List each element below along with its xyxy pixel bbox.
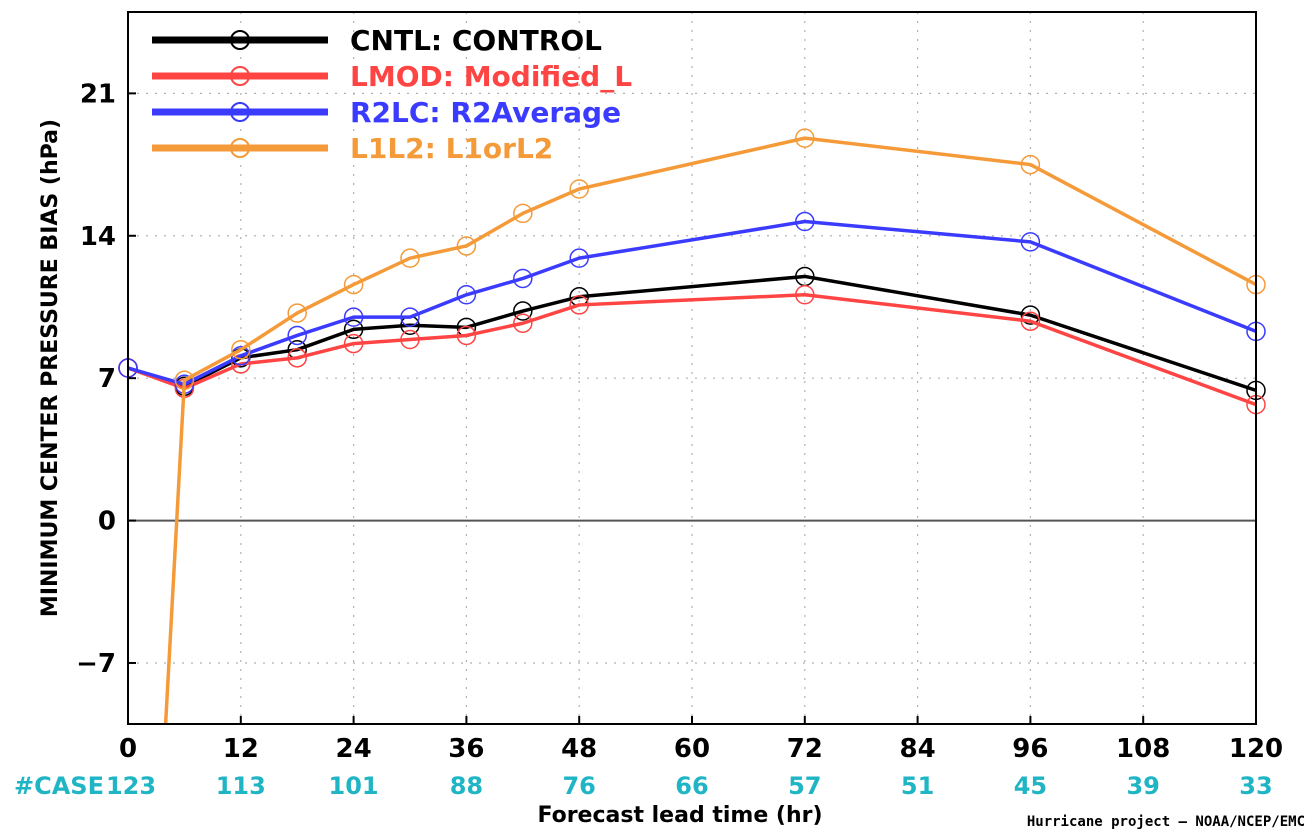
data-point xyxy=(174,370,195,390)
data-point xyxy=(287,348,307,368)
series-0 xyxy=(118,266,1266,401)
x-tick-label: 12 xyxy=(223,734,259,764)
legend-item: LMOD: Modified_L xyxy=(152,60,632,93)
y-tick-label: 21 xyxy=(80,79,116,109)
case-count: 57 xyxy=(788,772,821,800)
legend-label: CNTL: CONTROL xyxy=(350,24,602,57)
data-point xyxy=(343,333,364,354)
x-tick-label: 72 xyxy=(787,734,823,764)
data-point xyxy=(400,307,420,327)
series-line xyxy=(163,136,1257,725)
x-tick-label: 108 xyxy=(1116,734,1170,764)
credit-text: Hurricane project — NOAA/NCEP/EMC xyxy=(1027,814,1305,830)
legend-marker xyxy=(230,138,250,158)
data-point xyxy=(456,285,477,305)
data-point xyxy=(1020,311,1041,331)
legend-label: R2LC: R2Average xyxy=(350,96,621,129)
case-count: 88 xyxy=(450,772,483,800)
x-tick-label: 60 xyxy=(674,734,710,764)
case-count: 101 xyxy=(329,772,379,800)
data-point xyxy=(569,248,589,268)
data-point xyxy=(513,313,533,333)
data-point xyxy=(1020,305,1041,325)
data-point xyxy=(287,303,307,323)
x-tick-label: 36 xyxy=(448,734,484,764)
plot-frame xyxy=(127,11,1257,725)
legend-marker xyxy=(230,102,250,122)
y-tick-label: −7 xyxy=(76,649,116,679)
data-point xyxy=(400,248,420,268)
legend-item: L1L2: L1orL2 xyxy=(152,132,553,165)
data-point xyxy=(400,329,420,350)
legend-marker xyxy=(230,66,250,86)
case-count: 66 xyxy=(675,772,708,800)
case-count: 123 xyxy=(106,772,156,800)
data-point xyxy=(343,319,364,340)
series-2 xyxy=(118,211,1266,395)
y-tick-label: 14 xyxy=(80,222,116,252)
series-line xyxy=(127,219,1257,387)
case-count: 39 xyxy=(1126,772,1159,800)
data-point xyxy=(343,274,364,295)
x-tick-label: 120 xyxy=(1229,734,1283,764)
series-line xyxy=(127,293,1257,407)
data-point xyxy=(343,307,364,327)
data-point xyxy=(795,211,815,232)
data-point xyxy=(795,128,815,148)
data-point xyxy=(231,339,251,360)
data-point xyxy=(569,179,589,199)
grid xyxy=(128,12,1256,724)
data-point xyxy=(513,301,533,321)
case-label: #CASE xyxy=(14,772,104,800)
case-count: 45 xyxy=(1014,772,1047,800)
case-count: 113 xyxy=(216,772,266,800)
legend-item: R2LC: R2Average xyxy=(152,96,621,129)
y-ticks: 21 14 7 0 −7 xyxy=(76,79,136,679)
x-axis-label: Forecast lead time (hr) xyxy=(537,803,822,828)
series-3 xyxy=(163,128,1266,725)
x-tick-label: 84 xyxy=(900,734,936,764)
y-tick-label: 0 xyxy=(98,507,116,537)
data-point xyxy=(287,325,307,346)
case-count: 33 xyxy=(1239,772,1272,800)
y-axis-label: MINIMUM CENTER PRESSURE BIAS (hPa) xyxy=(38,119,63,617)
legend-marker xyxy=(230,30,250,50)
data-point xyxy=(456,325,477,346)
data-point xyxy=(513,268,533,289)
data-point xyxy=(1020,154,1041,175)
x-tick-label: 96 xyxy=(1012,734,1048,764)
data-point xyxy=(795,285,815,305)
y-tick-label: 7 xyxy=(98,364,116,394)
case-row: #CASE 123 113 101 88 76 66 57 51 45 39 33 xyxy=(14,772,1273,800)
data-point xyxy=(1020,232,1041,252)
data-point xyxy=(456,236,477,256)
x-tick-label: 0 xyxy=(119,734,137,764)
case-count: 51 xyxy=(901,772,934,800)
data-point xyxy=(513,203,533,224)
x-ticks: 0 12 24 36 48 60 72 84 96 108 120 xyxy=(119,716,1283,764)
data-point xyxy=(569,295,589,315)
x-tick-label: 48 xyxy=(561,734,597,764)
legend-label: L1L2: L1orL2 xyxy=(350,132,553,165)
legend-item: CNTL: CONTROL xyxy=(152,24,602,57)
legend-label: LMOD: Modified_L xyxy=(350,60,632,93)
case-count: 76 xyxy=(562,772,595,800)
x-tick-label: 24 xyxy=(336,734,372,764)
